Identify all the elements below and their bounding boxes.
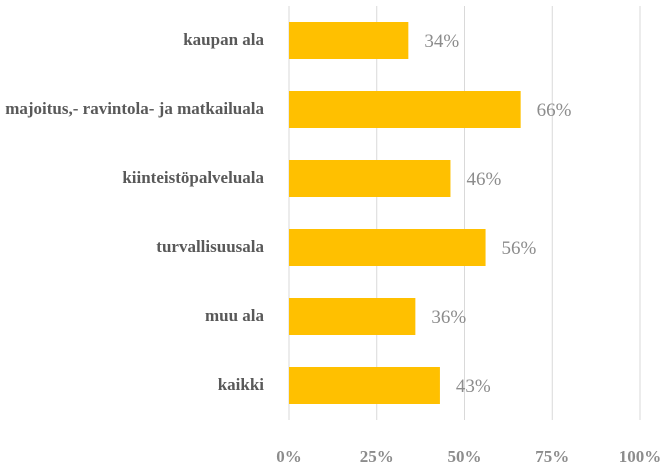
y-tick-label: majoitus,- ravintola- ja matkailuala [5,99,264,119]
y-tick-label: kaikki [217,375,264,395]
category-label-box: turvallisuusala [156,237,264,257]
x-tick-label: 25% [360,447,394,466]
bar [289,22,409,59]
y-tick-label: turvallisuusala [156,237,264,257]
y-tick-label: kaupan ala [183,30,264,50]
x-tick-label: 100% [619,447,662,466]
data-label: 56% [502,238,537,259]
category-label-box: muu ala [204,306,264,326]
data-label: 34% [424,31,459,52]
data-label: 66% [537,100,572,121]
bar [289,298,416,335]
bar [289,160,451,197]
category-label-box: kiinteistöpalveluala [122,168,264,188]
category-label-box: kaupan ala [183,30,264,50]
x-tick-label: 75% [535,447,569,466]
bar [289,367,440,404]
data-label: 36% [431,307,466,328]
y-tick-label: kiinteistöpalveluala [122,168,264,188]
x-tick-label: 50% [448,447,482,466]
x-tick-label: 0% [276,447,302,466]
bar [289,91,521,128]
category-label-box: majoitus,- ravintola- ja matkailuala [5,99,264,119]
data-label: 43% [456,376,491,397]
y-tick-label: muu ala [204,306,264,326]
data-label: 46% [466,169,501,190]
bar [289,229,486,266]
category-label-box: kaikki [217,375,264,395]
